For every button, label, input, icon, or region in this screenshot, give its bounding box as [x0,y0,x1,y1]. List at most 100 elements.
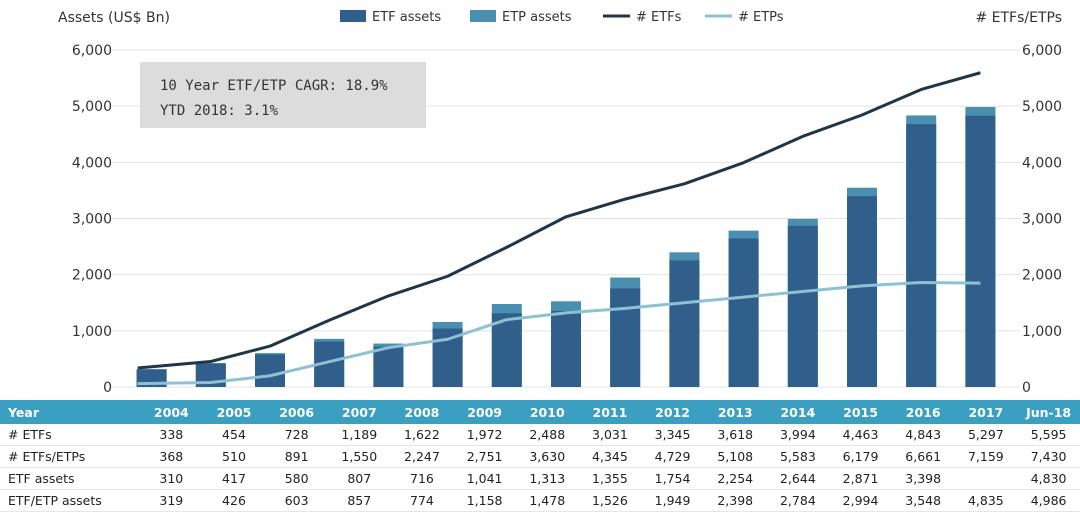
annotation-cagr: 10 Year ETF/ETP CAGR: 18.9% [160,78,388,94]
table-cell: 2,751 [453,445,516,468]
table-cell: 454 [202,424,266,446]
y-tick-left: 3,000 [72,212,112,228]
table-cell: 3,630 [515,445,579,468]
table-cell: 4,345 [578,445,642,468]
table-cell: 857 [327,489,391,512]
table-cell: 1,041 [453,467,516,490]
table-cell: 1,550 [327,445,391,468]
table-cell: 1,355 [578,467,642,490]
table-row: ETF/ETP assets 319 426 603 857 774 1,158 1,478 1… [0,489,1080,512]
table-cell: 5,108 [703,445,767,468]
table-cell: 2,254 [703,467,767,490]
legend-label-etf-assets: ETF assets [372,10,441,25]
table-cell: 3,031 [578,424,642,446]
y-tick-left: 1,000 [72,324,112,340]
y-tick-left: 2,000 [72,268,112,284]
table-cell: 310 [140,467,203,490]
table-row: ETF assets 310 417 580 807 716 1,041 1,313 1,355… [0,467,1080,490]
line--etfs-etps [137,281,981,386]
table-row-label: ETF/ETP assets [0,489,140,512]
table-cell: 1,189 [327,424,391,446]
table-cell: 319 [140,489,203,512]
annotation-box: 10 Year ETF/ETP CAGR: 18.9% YTD 2018: 3.… [140,62,426,128]
table-header-year: Jun-18 [1017,400,1080,424]
y-axis-right-title: # ETFs/ETPs [975,10,1062,26]
bar-etf-assets [965,115,996,387]
chart: 0 1,000 2,000 3,000 4,000 5,000 6,000 0 1,000 2,… [58,10,1062,396]
table-cell [954,467,1018,490]
bar-etf-assets [728,238,759,387]
table-header-year: 2017 [954,400,1018,424]
y-tick-right: 2,000 [1022,268,1062,284]
annotation-ytd: YTD 2018: 3.1% [160,103,279,119]
table-header-year: 2016 [891,400,955,424]
table-cell: 1,158 [453,489,516,512]
line--etfs [137,71,981,370]
legend-label-etps-count: # ETPs [738,10,784,25]
table-cell: 1,478 [515,489,579,512]
bar-etf-assets [787,225,818,387]
table-cell: 2,871 [829,467,892,490]
y-tick-right: 0 [1022,380,1031,396]
table-cell: 6,179 [829,445,892,468]
y-tick-right: 4,000 [1022,155,1062,171]
table-cell: 3,994 [766,424,830,446]
table-header-row: Year 2004 2005 2006 2007 2008 2009 2010 2011 201… [0,400,1080,424]
table-cell: 426 [202,489,266,512]
legend-label-etfs-count: # ETFs [636,10,682,25]
table-cell: 1,526 [578,489,642,512]
y-axis-left-title: Assets (US$ Bn) [58,10,170,26]
table-row-label: # ETFs/ETPs [0,445,140,468]
table-cell: 580 [265,467,328,490]
y-tick-right: 1,000 [1022,324,1062,340]
table-cell: 2,784 [766,489,830,512]
table-cell: 510 [202,445,266,468]
table-cell: 4,830 [1017,467,1080,490]
table-header-label: Year [0,400,140,424]
table-header-year: 2013 [703,400,767,424]
table-cell: 1,949 [641,489,704,512]
table-cell: 7,159 [954,445,1018,468]
table-header-year: 2014 [766,400,830,424]
table-cell: 2,994 [829,489,892,512]
y-axis-right-ticks: 0 1,000 2,000 3,000 4,000 5,000 6,000 [1022,43,1062,396]
table-header-year: 2004 [140,400,203,424]
bar-etf-assets [669,260,700,387]
table-cell: 2,398 [703,489,767,512]
bar-etf-assets [373,346,404,387]
table-cell: 4,729 [641,445,704,468]
table-cell: 3,345 [641,424,704,446]
bar-etf-assets [906,124,937,387]
legend-label-etp-assets: ETP assets [502,10,572,25]
table-cell: 7,430 [1017,445,1080,468]
table-header-year: 2006 [265,400,328,424]
table-cell: 807 [327,467,391,490]
table-header-year: 2007 [327,400,391,424]
bar-etf-assets [551,310,581,387]
table-header-year: 2015 [829,400,892,424]
legend: ETF assets ETP assets # ETFs # ETPs [340,10,784,25]
bar-etf-assets [610,288,641,387]
table-cell: 2,488 [515,424,579,446]
legend-swatch-etf-assets [340,10,366,22]
table-cell: 1,622 [390,424,454,446]
series-lines [137,71,981,386]
table-cell: 368 [140,445,203,468]
table-cell: 5,297 [954,424,1018,446]
table-header-year: 2010 [515,400,579,424]
table-cell: 1,754 [641,467,704,490]
table-header-year: 2012 [641,400,704,424]
table-cell: 2,644 [766,467,830,490]
y-tick-right: 3,000 [1022,212,1062,228]
table-header-year: 2008 [390,400,454,424]
table-cell: 774 [390,489,454,512]
legend-swatch-etp-assets [470,10,496,22]
bar-etf-assets [491,313,522,387]
table-cell: 5,583 [766,445,830,468]
table-row-label: ETF assets [0,467,140,490]
table-cell: 1,972 [453,424,516,446]
table-cell: 4,986 [1017,489,1080,512]
bar-etf-assets [255,354,285,387]
table-cell: 2,247 [390,445,454,468]
etf-bars [136,115,996,387]
